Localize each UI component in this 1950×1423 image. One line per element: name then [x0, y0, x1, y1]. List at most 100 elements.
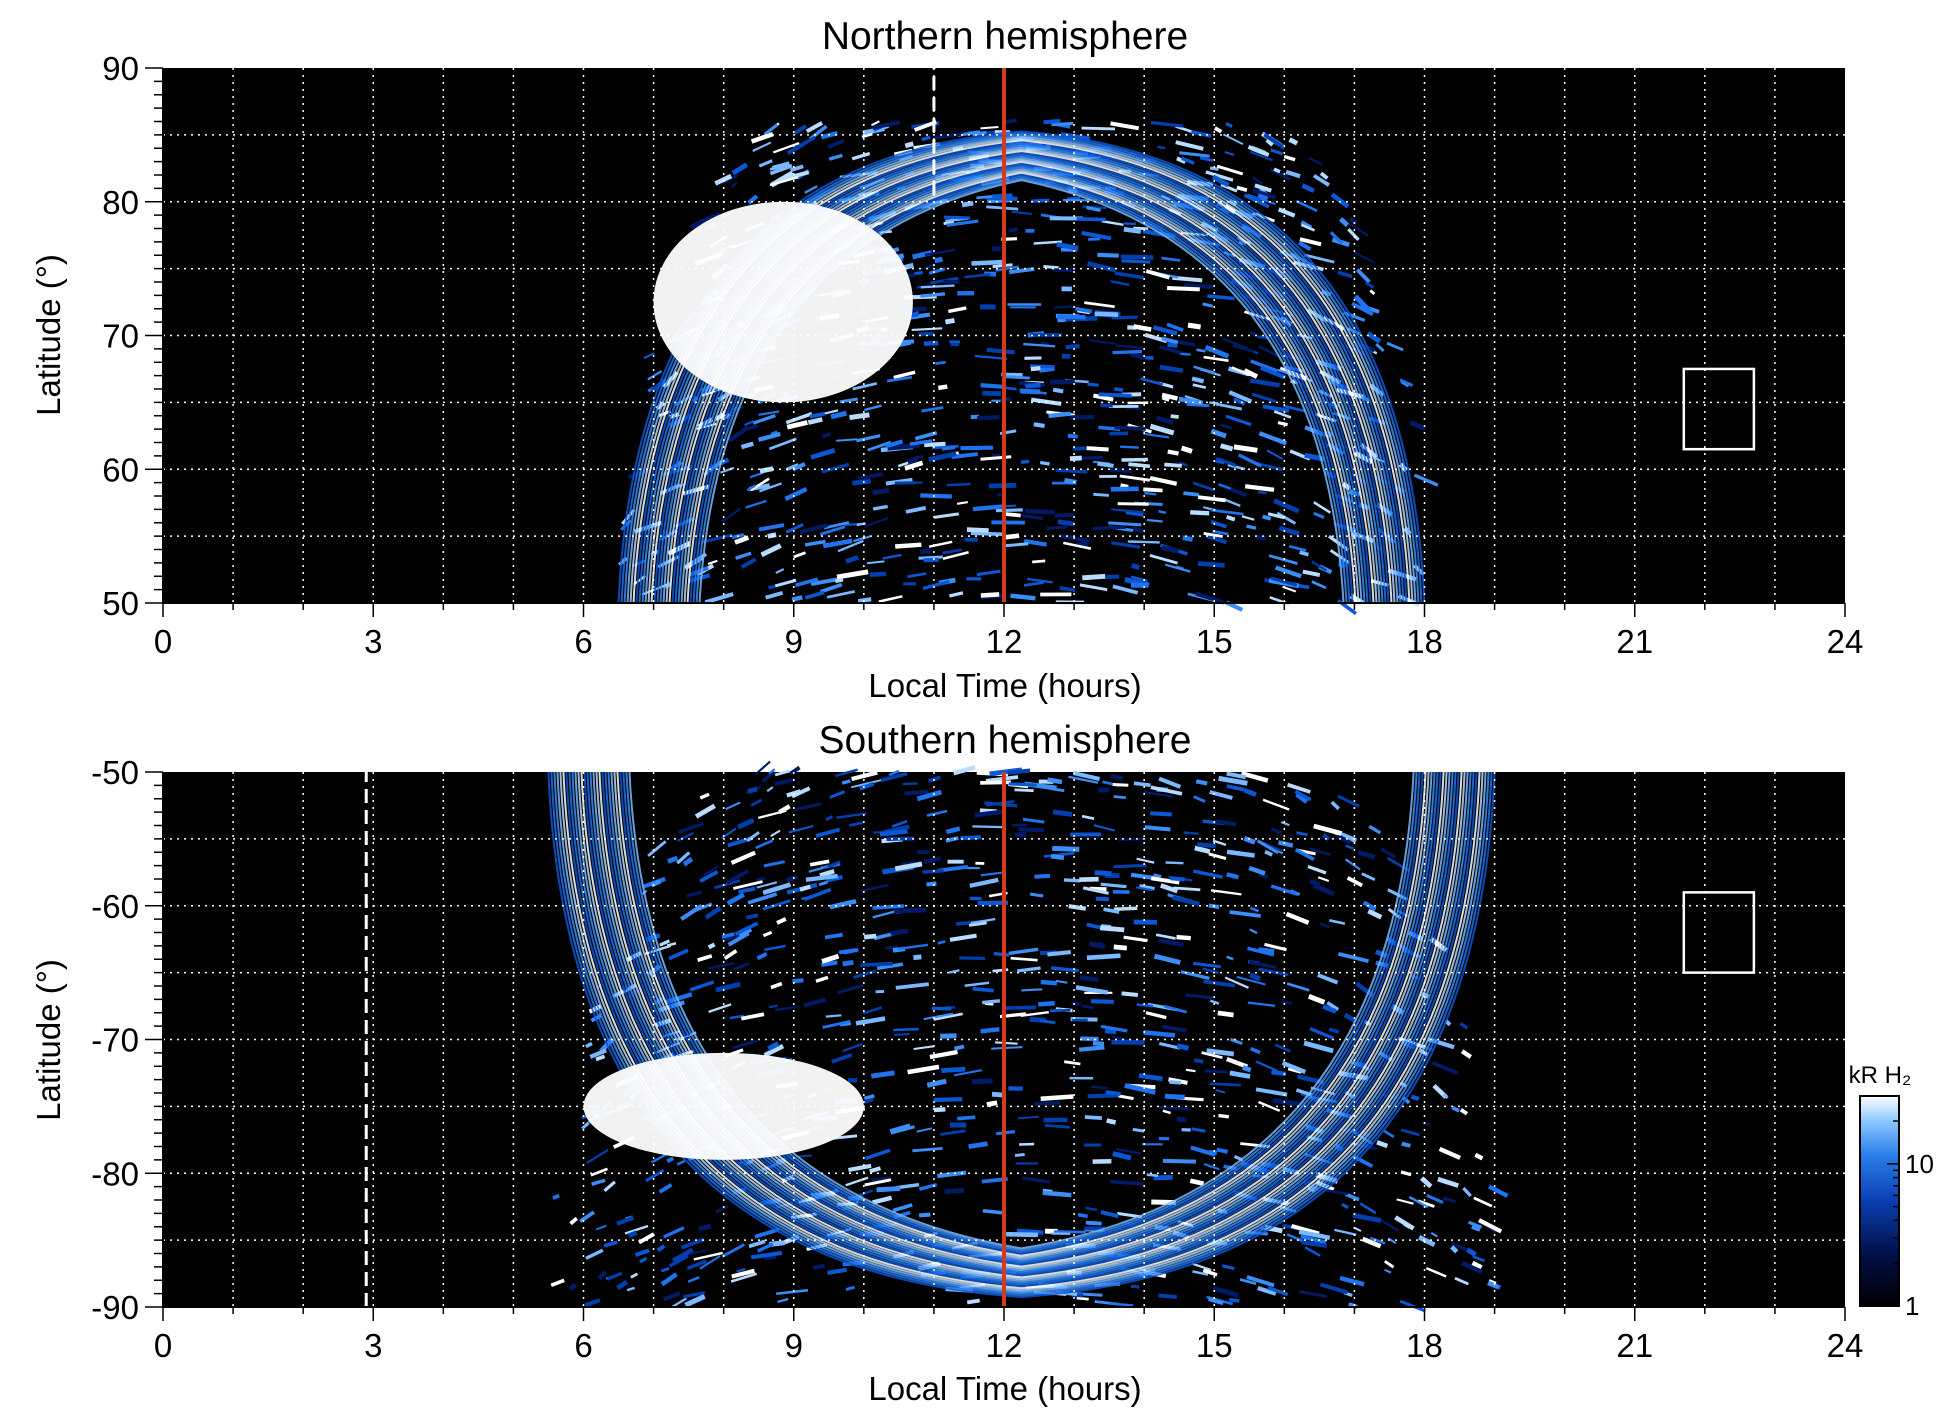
- emission-streak: [993, 951, 1010, 957]
- emission-streak: [1203, 1162, 1220, 1171]
- emission-streak: [1176, 934, 1191, 941]
- emission-streak: [737, 818, 755, 830]
- emission-streak: [895, 982, 930, 990]
- emission-streak: [597, 1270, 608, 1281]
- emission-streak: [1226, 771, 1247, 780]
- emission-streak: [1204, 1069, 1228, 1074]
- emission-streak: [1319, 171, 1329, 180]
- emission-streak: [1106, 1118, 1117, 1125]
- emission-streak: [1182, 535, 1194, 542]
- emission-streak: [812, 1263, 826, 1270]
- emission-streak: [926, 1078, 947, 1088]
- emission-streak: [919, 548, 932, 555]
- emission-streak: [940, 1033, 957, 1039]
- emission-streak: [1294, 789, 1312, 802]
- emission-streak: [683, 1291, 706, 1299]
- emission-streak: [1130, 352, 1146, 360]
- emission-streak: [971, 1078, 993, 1085]
- emission-streak: [1368, 824, 1382, 835]
- emission-streak: [826, 874, 843, 883]
- emission-streak: [1212, 839, 1227, 847]
- emission-streak: [1199, 156, 1213, 163]
- emission-streak: [1203, 355, 1229, 363]
- emission-streak: [980, 592, 1000, 598]
- emission-streak: [1048, 411, 1071, 419]
- emission-streak: [852, 478, 871, 486]
- emission-streak: [864, 404, 882, 412]
- emission-streak: [1157, 145, 1166, 150]
- emission-streak: [1249, 1046, 1261, 1055]
- emission-streak: [1410, 1094, 1420, 1101]
- emission-streak: [1091, 1085, 1108, 1090]
- emission-streak: [1113, 906, 1138, 912]
- emission-streak: [1375, 343, 1385, 352]
- emission-streak: [1017, 1115, 1039, 1120]
- emission-streak: [980, 383, 1004, 389]
- emission-streak: [894, 907, 926, 914]
- emission-streak: [1146, 518, 1163, 523]
- emission-streak: [951, 452, 979, 459]
- emission-streak: [603, 1240, 618, 1248]
- emission-streak: [935, 360, 946, 365]
- emission-streak: [1133, 226, 1149, 231]
- emission-streak: [763, 860, 785, 868]
- emission-streak: [918, 331, 935, 337]
- emission-streak: [740, 557, 757, 569]
- emission-streak: [704, 905, 722, 920]
- emission-streak: [1225, 121, 1233, 129]
- emission-streak: [1384, 1268, 1392, 1274]
- emission-streak: [769, 163, 793, 176]
- emission-arc: [601, 771, 1442, 1266]
- emission-arc: [577, 771, 1466, 1281]
- emission-streak: [987, 198, 1013, 204]
- emission-streak: [1007, 768, 1031, 775]
- emission-streak: [1215, 456, 1237, 467]
- emission-streak: [1226, 955, 1234, 961]
- emission-streak: [1164, 462, 1182, 468]
- emission-streak: [1078, 1045, 1105, 1052]
- emission-streak: [1109, 468, 1133, 473]
- emission-streak: [1053, 268, 1076, 273]
- emission-streak: [660, 1267, 670, 1273]
- emission-streak: [1488, 1279, 1497, 1285]
- emission-streak: [697, 954, 713, 962]
- emission-streak: [1186, 402, 1210, 408]
- emission-streak: [969, 877, 999, 888]
- emission-arc: [686, 171, 1357, 604]
- emission-streak: [666, 1156, 675, 1164]
- emission-streak: [912, 1147, 943, 1153]
- emission-streak: [890, 1125, 915, 1135]
- emission-streak: [1347, 227, 1360, 242]
- emission-streak: [1112, 1151, 1132, 1161]
- emission-streak: [584, 1298, 601, 1307]
- emission-streak: [1120, 254, 1154, 260]
- emission-streak: [1468, 1220, 1483, 1229]
- emission-streak: [872, 487, 890, 496]
- emission-streak: [810, 447, 836, 460]
- y-tick-label: -50: [91, 754, 139, 791]
- emission-streak: [1437, 1176, 1460, 1188]
- emission-streak: [1237, 453, 1262, 468]
- emission-streak: [837, 539, 864, 553]
- emission-streak: [851, 151, 871, 161]
- emission-streak: [1033, 240, 1062, 245]
- y-tick-label: 80: [102, 184, 139, 221]
- emission-streak: [1385, 936, 1397, 946]
- emission-streak: [1194, 845, 1211, 855]
- emission-streak: [1016, 966, 1041, 973]
- emission-streak: [902, 782, 918, 786]
- emission-streak: [964, 273, 991, 279]
- emission-streak: [729, 1014, 745, 1020]
- emission-streak: [808, 124, 828, 141]
- emission-streak: [1117, 502, 1149, 506]
- emission-streak: [1136, 857, 1155, 864]
- emission-streak: [785, 412, 813, 425]
- emission-streak: [772, 161, 791, 171]
- emission-streak: [864, 1178, 892, 1187]
- emission-streak: [1255, 1087, 1288, 1097]
- emission-streak: [995, 265, 1019, 272]
- emission-streak: [1224, 976, 1249, 989]
- emission-streak: [1052, 387, 1064, 394]
- emission-streak: [1380, 847, 1397, 859]
- emission-streak: [1090, 999, 1114, 1004]
